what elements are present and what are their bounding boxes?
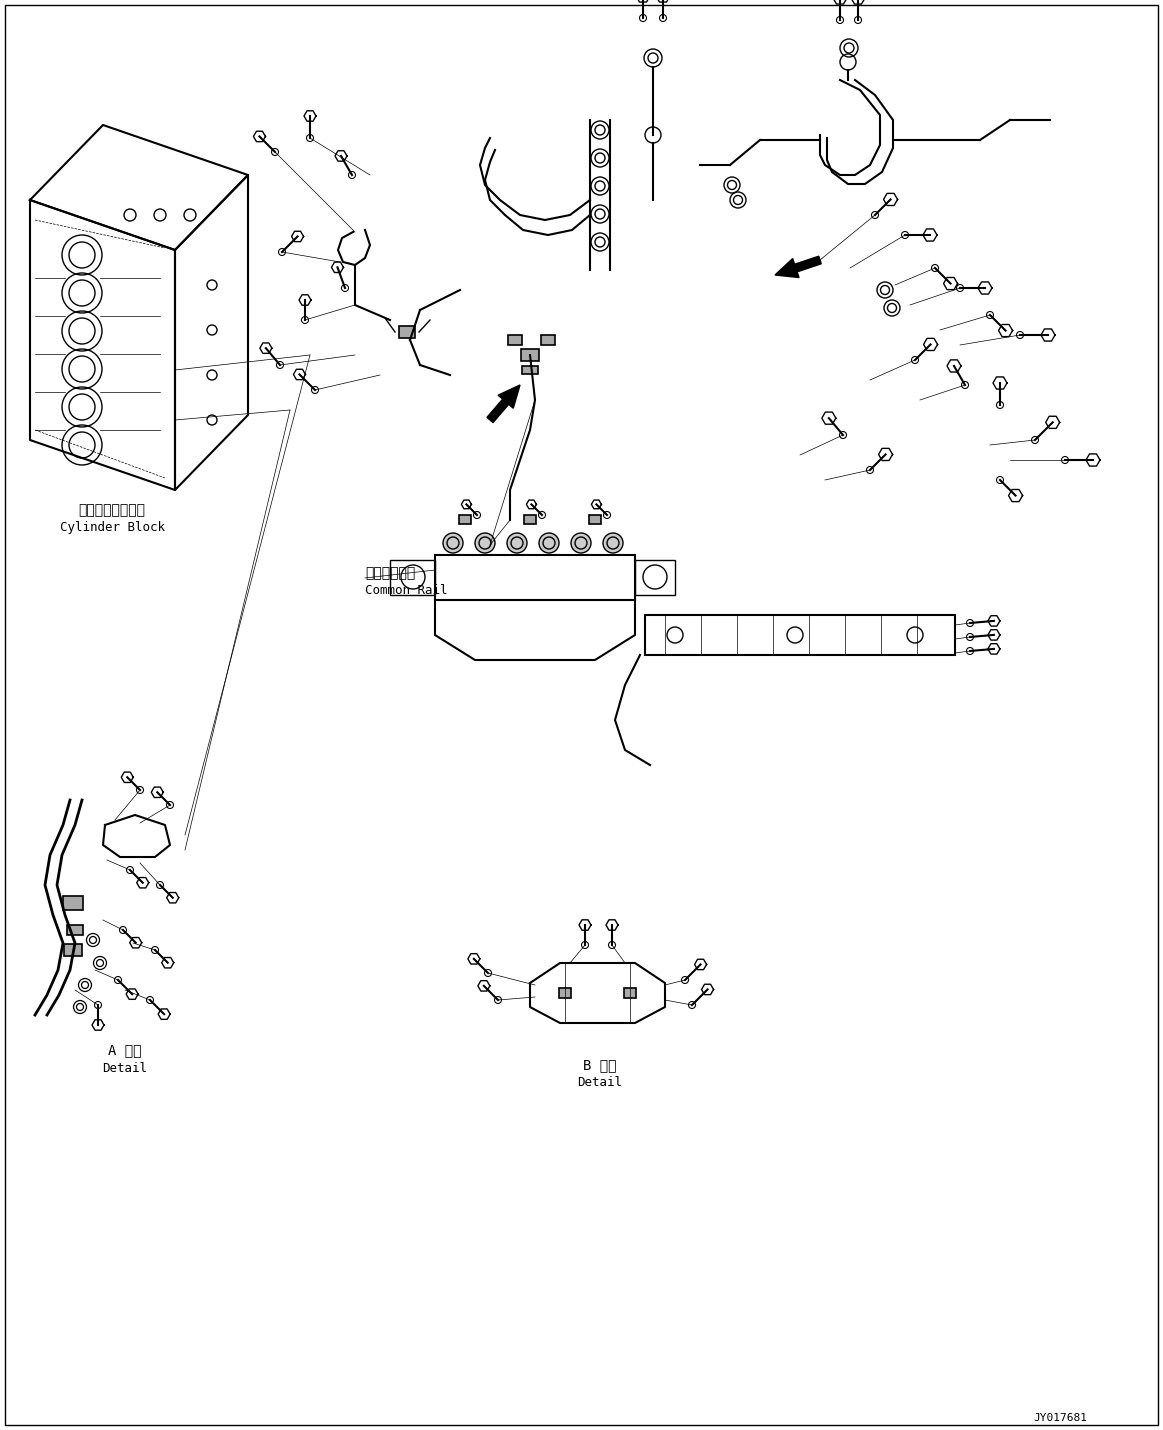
Bar xyxy=(625,988,636,998)
Bar xyxy=(67,925,83,935)
Bar xyxy=(588,515,601,523)
Text: シリンダブロック: シリンダブロック xyxy=(78,503,145,518)
Circle shape xyxy=(507,533,527,553)
Text: Common Rail: Common Rail xyxy=(365,583,448,596)
Bar xyxy=(399,326,415,337)
Bar xyxy=(63,897,83,909)
Text: Cylinder Block: Cylinder Block xyxy=(59,521,164,533)
Text: Detail: Detail xyxy=(578,1075,622,1088)
Circle shape xyxy=(571,533,591,553)
Bar xyxy=(525,515,536,523)
Bar xyxy=(508,335,522,345)
Bar xyxy=(64,944,83,957)
Circle shape xyxy=(602,533,623,553)
Circle shape xyxy=(475,533,495,553)
Text: コモンレール: コモンレール xyxy=(365,566,415,581)
Bar xyxy=(521,349,538,360)
Text: Detail: Detail xyxy=(102,1061,148,1074)
Bar xyxy=(635,561,675,595)
Text: A 詳細: A 詳細 xyxy=(108,1042,142,1057)
Bar xyxy=(559,988,571,998)
Bar xyxy=(435,555,635,601)
Text: B 詳細: B 詳細 xyxy=(584,1058,616,1072)
Circle shape xyxy=(443,533,463,553)
Text: JY017681: JY017681 xyxy=(1033,1413,1087,1423)
Bar xyxy=(645,615,955,655)
Bar xyxy=(522,366,538,375)
Bar xyxy=(541,335,555,345)
FancyArrow shape xyxy=(487,385,520,423)
FancyArrow shape xyxy=(775,256,821,277)
Bar xyxy=(459,515,471,523)
Bar xyxy=(390,561,435,595)
Circle shape xyxy=(538,533,559,553)
